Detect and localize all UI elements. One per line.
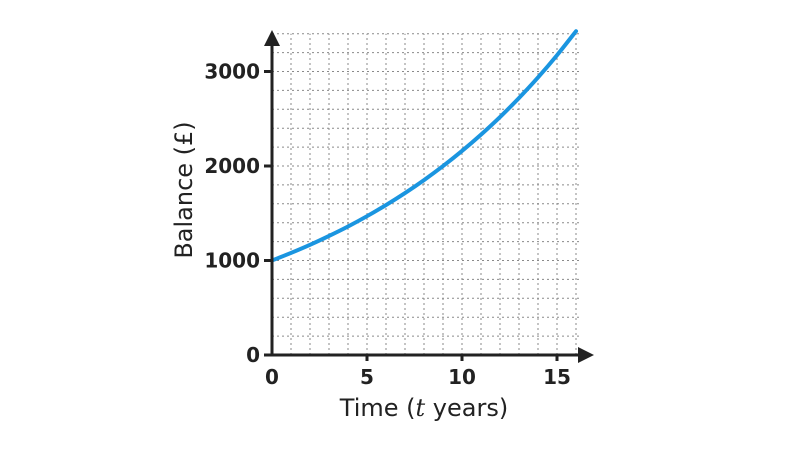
x-tick-label: 15 <box>543 365 571 389</box>
x-tick-label: 10 <box>448 365 476 389</box>
y-tick-label: 3000 <box>204 60 260 84</box>
y-axis-label: Balance (£) <box>170 121 198 258</box>
x-tick-label: 5 <box>360 365 374 389</box>
y-ticks: 0 1000 2000 3000 <box>204 60 272 367</box>
balance-curve <box>270 29 578 263</box>
y-axis-arrow <box>264 30 280 46</box>
x-tick-label: 0 <box>265 365 279 389</box>
axes <box>264 30 594 363</box>
x-ticks: 0 5 10 15 <box>265 355 571 389</box>
y-tick-label: 2000 <box>204 154 260 178</box>
y-tick-label: 0 <box>246 343 260 367</box>
y-tick-label: 1000 <box>204 249 260 273</box>
x-axis-arrow <box>578 347 594 363</box>
x-axis-label: Time (t years) <box>339 394 508 422</box>
